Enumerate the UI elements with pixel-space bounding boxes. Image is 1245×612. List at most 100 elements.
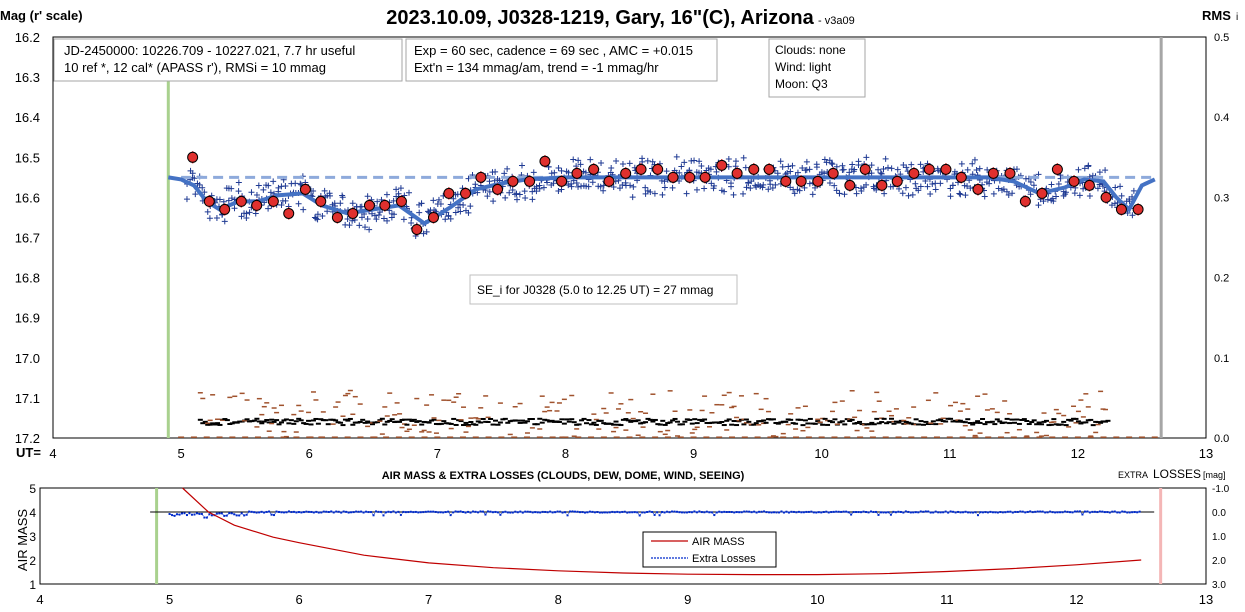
binned-point — [780, 175, 792, 187]
info-box-1-frame — [53, 38, 403, 82]
info-box-3-line1: Clouds: none — [775, 43, 846, 57]
raw-point — [691, 157, 698, 164]
extra-loss-point — [265, 510, 268, 513]
raw-point — [868, 170, 875, 177]
raw-point — [452, 209, 459, 216]
y-tick-label: 17.1 — [15, 391, 40, 406]
raw-point — [659, 191, 666, 198]
raw-point — [484, 193, 491, 200]
extra-loss-point — [648, 510, 651, 513]
raw-point — [740, 190, 747, 197]
raw-point — [1030, 182, 1037, 189]
raw-point — [558, 167, 565, 174]
raw-point — [393, 186, 400, 193]
extra-loss-point — [536, 511, 539, 514]
raw-point — [899, 190, 906, 197]
binned-point — [955, 171, 967, 183]
extra-loss-point — [477, 511, 480, 514]
raw-point — [442, 216, 449, 223]
raw-point — [1062, 189, 1069, 196]
raw-point — [616, 185, 623, 192]
raw-point — [506, 189, 513, 196]
raw-point — [964, 183, 971, 190]
se-annotation-frame — [469, 274, 738, 305]
binned-point — [1036, 187, 1048, 199]
extra-loss-point — [690, 511, 693, 514]
extra-loss-point — [429, 510, 432, 513]
raw-point — [909, 191, 916, 198]
raw-point — [836, 190, 843, 197]
raw-point — [582, 169, 589, 176]
raw-point — [765, 186, 772, 193]
raw-point — [568, 183, 575, 190]
extra-loss-point — [243, 514, 246, 517]
raw-point — [319, 212, 326, 219]
extra-loss-point — [549, 510, 552, 513]
raw-point — [727, 180, 734, 187]
raw-point — [787, 184, 794, 191]
extra-loss-point — [554, 511, 557, 514]
extra-loss-point — [491, 511, 494, 514]
y-tick-label: 16.2 — [15, 30, 40, 45]
extra-loss-point — [653, 513, 656, 516]
raw-point — [231, 205, 238, 212]
raw-point — [868, 162, 875, 169]
extra-loss-point — [710, 511, 713, 514]
extra-loss-point — [663, 511, 666, 514]
extra-losses-y2-ticks: -1.0 0.0 1.0 2.0 3.0 — [1212, 484, 1230, 591]
raw-point — [1044, 196, 1051, 203]
info-box-3-line2: Wind: light — [775, 60, 832, 74]
raw-point — [380, 215, 387, 222]
extra-loss-point — [785, 510, 788, 513]
raw-point — [437, 201, 444, 208]
raw-point — [189, 170, 196, 177]
binned-point — [427, 211, 439, 223]
binned-point — [1115, 203, 1127, 215]
binned-point — [556, 175, 568, 187]
extra-loss-point — [1136, 511, 1139, 514]
raw-point — [445, 212, 452, 219]
raw-point — [608, 164, 615, 171]
binned-point — [908, 167, 920, 179]
extra-loss-point — [693, 510, 696, 513]
raw-point — [681, 159, 688, 166]
raw-point — [772, 181, 779, 188]
raw-point — [929, 180, 936, 187]
binned-point — [347, 207, 359, 219]
extra-loss-point — [588, 510, 591, 513]
raw-point — [1112, 184, 1119, 191]
raw-point — [858, 187, 865, 194]
light-curve-panel — [52, 36, 1207, 439]
legend-airmass-label: AIR MASS — [692, 536, 745, 548]
raw-point — [565, 169, 572, 176]
raw-point — [917, 161, 924, 168]
binned-point — [395, 195, 407, 207]
left-axis-label: Mag (r' scale) — [0, 8, 83, 23]
raw-point — [371, 212, 378, 219]
raw-point — [902, 184, 909, 191]
raw-point — [374, 198, 381, 205]
raw-point — [937, 180, 944, 187]
raw-point — [1118, 192, 1125, 199]
raw-point — [932, 186, 939, 193]
raw-point — [383, 191, 390, 198]
extra-losses-series — [168, 510, 1141, 519]
raw-point — [1040, 198, 1047, 205]
raw-point — [339, 192, 346, 199]
raw-point — [791, 190, 798, 197]
raw-point — [725, 155, 732, 162]
info-box-3-line3: Moon: Q3 — [775, 77, 828, 91]
lower-x-tick-label: 9 — [684, 592, 691, 607]
raw-point — [536, 182, 543, 189]
raw-point — [565, 182, 572, 189]
extra-loss-point — [616, 510, 619, 513]
extra-loss-point — [312, 511, 315, 514]
raw-point — [191, 175, 198, 182]
binned-point — [844, 179, 856, 191]
raw-point — [1080, 185, 1087, 192]
extra-loss-point — [494, 510, 497, 513]
raw-point — [416, 209, 423, 216]
raw-point — [585, 183, 592, 190]
raw-point — [1076, 192, 1083, 199]
raw-point — [550, 180, 557, 187]
